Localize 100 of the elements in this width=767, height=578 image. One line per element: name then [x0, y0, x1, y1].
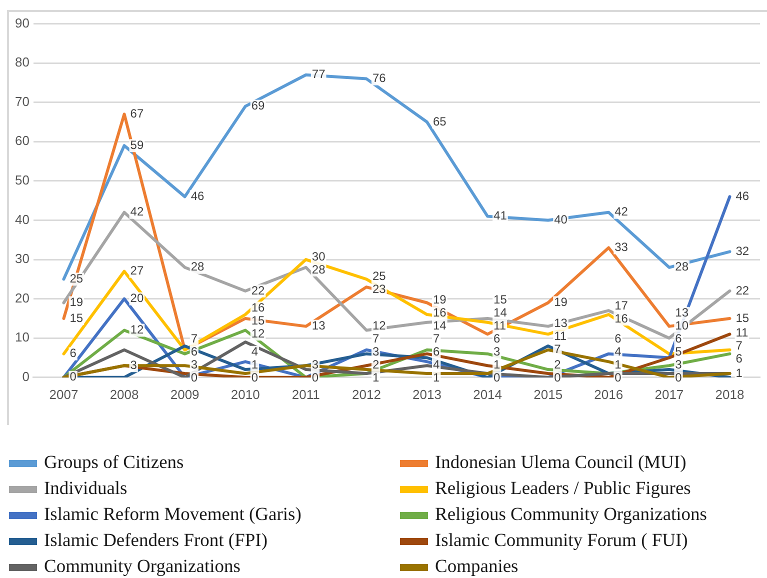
data-label: 28	[312, 262, 326, 276]
data-label: 11	[494, 318, 506, 333]
data-label: 12	[130, 322, 144, 337]
legend-label: Islamic Reform Movement (Garis)	[44, 504, 302, 526]
data-label: 12	[372, 318, 386, 333]
data-label: 3	[675, 358, 682, 372]
legend-label: Religious Leaders / Public Figures	[435, 478, 691, 500]
data-label: 10	[675, 318, 689, 333]
data-label: 0	[190, 370, 198, 385]
data-label: 7	[736, 338, 743, 352]
y-tick-label: 60	[14, 133, 30, 148]
data-label: 1	[736, 366, 743, 380]
x-tick-label: 2012	[352, 386, 381, 402]
data-label: 19	[433, 292, 447, 307]
data-label: 16	[433, 306, 447, 320]
data-label: 46	[736, 188, 750, 203]
data-label: 22	[736, 283, 750, 298]
data-label: 32	[736, 244, 750, 258]
data-label: 25	[70, 271, 84, 286]
data-label: 3	[190, 358, 198, 372]
data-label: 3	[130, 358, 138, 372]
data-label: 0	[494, 370, 501, 385]
data-label: 6	[614, 332, 622, 346]
y-tick-label: 50	[14, 172, 30, 188]
y-tick-label: 30	[14, 251, 30, 266]
data-label: 15	[251, 313, 266, 328]
data-label: 3	[312, 357, 319, 372]
data-label: 13	[554, 316, 568, 330]
legend-label: Groups of Citizens	[44, 452, 184, 474]
data-label: 0	[614, 370, 622, 385]
data-label: 28	[675, 260, 689, 274]
x-tick-label: 2009	[170, 386, 200, 402]
data-label: 46	[190, 188, 204, 203]
data-label: 15	[736, 310, 750, 325]
data-label: 30	[312, 249, 326, 264]
data-label: 6	[70, 346, 77, 360]
data-label: 6	[675, 332, 682, 346]
data-label: 1	[372, 370, 380, 385]
data-label: 40	[554, 212, 568, 227]
data-label: 6	[736, 351, 743, 366]
x-tick-label: 2007	[49, 386, 78, 402]
data-label: 6	[190, 344, 198, 359]
data-label: 14	[494, 306, 508, 320]
data-label: 15	[494, 292, 508, 307]
legend-label: Indonesian Ulema Council (MUI)	[435, 452, 686, 474]
data-label: 0	[675, 370, 682, 385]
data-label: 6	[433, 344, 440, 359]
data-label: 42	[130, 204, 144, 219]
data-label: 25	[372, 268, 386, 283]
x-tick-label: 2008	[110, 386, 139, 402]
data-label: 42	[614, 204, 628, 219]
data-label: 1	[494, 358, 501, 372]
x-tick-label: 2018	[715, 386, 744, 402]
data-label: 2	[372, 358, 380, 372]
data-label: 19	[554, 295, 568, 310]
data-label: 1	[614, 358, 622, 372]
data-label: 0	[251, 370, 258, 385]
x-tick-label: 2011	[292, 386, 320, 402]
data-label: 20	[130, 291, 144, 306]
data-label: 77	[312, 67, 326, 82]
data-label: 28	[190, 260, 204, 274]
x-tick-label: 2016	[594, 386, 624, 402]
data-label: 76	[372, 71, 386, 86]
data-label: 1	[433, 370, 440, 385]
data-label: 7	[372, 332, 380, 346]
data-label: 27	[130, 264, 144, 278]
data-label: 69	[251, 98, 266, 113]
data-label: 65	[433, 114, 447, 128]
data-label: 14	[433, 318, 447, 333]
data-label: 3	[372, 344, 380, 359]
legend-label: Individuals	[44, 478, 128, 500]
x-tick-label: 2014	[473, 386, 502, 402]
y-tick-label: 20	[14, 290, 30, 306]
data-label: 13	[312, 318, 326, 333]
data-label: 16	[614, 311, 628, 326]
legend-label: Community Organizations	[44, 556, 240, 578]
data-label: 5	[675, 344, 682, 359]
x-tick-label: 2013	[412, 386, 442, 402]
data-label: 22	[251, 283, 266, 298]
x-tick-label: 2015	[534, 386, 563, 402]
data-label: 17	[614, 298, 628, 312]
data-label: 11	[554, 329, 567, 344]
legend-label: Companies	[435, 556, 518, 578]
data-label: 0	[70, 370, 77, 384]
y-tick-label: 10	[14, 330, 30, 345]
data-label: 7	[554, 342, 562, 356]
data-label: 12	[251, 326, 266, 340]
x-tick-label: 2017	[654, 386, 684, 402]
data-label: 41	[494, 208, 508, 223]
y-tick-label: 40	[14, 212, 30, 227]
data-label: 4	[433, 358, 440, 372]
x-tick-label: 2010	[230, 386, 260, 402]
data-label: 4	[614, 344, 622, 359]
data-label: 0	[312, 370, 319, 384]
data-label: 7	[190, 332, 198, 346]
data-label: 15	[70, 310, 84, 325]
legend-label: Islamic Defenders Front (FPI)	[44, 530, 268, 552]
data-label: 0	[554, 370, 562, 385]
data-label: 1	[251, 358, 258, 372]
y-tick-label: 90	[14, 15, 30, 30]
